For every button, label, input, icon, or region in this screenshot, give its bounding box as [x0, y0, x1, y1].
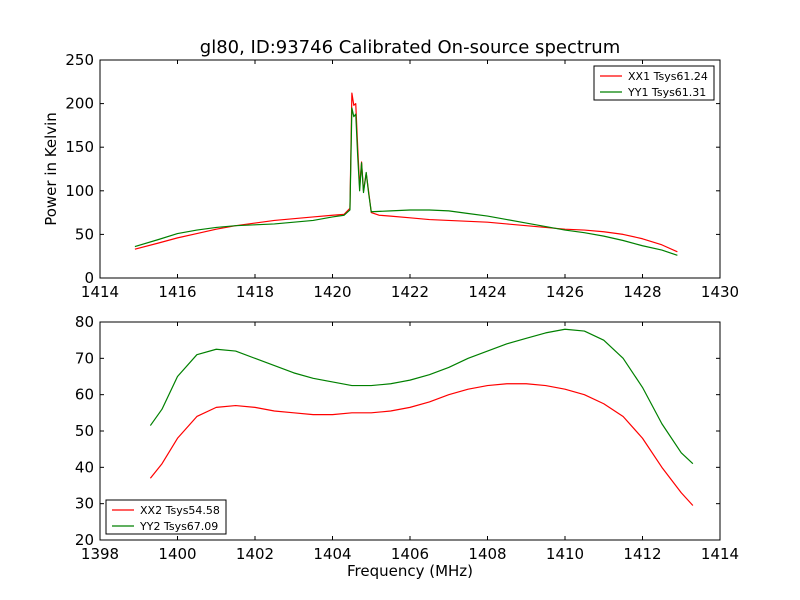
top-panel: 1414 1416 1418 1420 1422 1424 1426 1428 1430 0 50 1… — [42, 51, 739, 301]
series-line-2 — [134, 107, 678, 256]
x-tick-label: 1404 — [313, 545, 351, 563]
y-tick-label: 150 — [65, 138, 94, 156]
x-tick-label: 1428 — [623, 283, 661, 301]
x-tick-label: 1398 — [81, 545, 119, 563]
legend: XX1 Tsys61.24 YY1 Tsys61.31 — [593, 65, 715, 101]
y-tick-label: 70 — [75, 349, 94, 367]
x-tick-label: 1402 — [236, 545, 274, 563]
x-tick-label: 1412 — [623, 545, 661, 563]
legend-box — [105, 499, 227, 535]
x-tick-label: 1408 — [468, 545, 506, 563]
y-tick-label: 60 — [75, 386, 94, 404]
series-line-1 — [149, 383, 694, 506]
series-line-2 — [149, 328, 694, 465]
legend-label: XX2 Tsys54.58 — [140, 504, 220, 517]
x-tick-label: 1424 — [468, 283, 506, 301]
x-tick-label: 1422 — [391, 283, 429, 301]
legend-box — [593, 65, 715, 101]
x-axis-label: Frequency (MHz) — [347, 562, 473, 580]
legend-label: YY2 Tsys67.09 — [139, 520, 218, 533]
y-tick-label: 80 — [75, 313, 94, 331]
x-tick-label: 1410 — [546, 545, 584, 563]
y-tick-label: 50 — [75, 422, 94, 440]
x-tick-label: 1414 — [701, 545, 739, 563]
x-tick-label: 1406 — [391, 545, 429, 563]
y-tick-label: 200 — [65, 95, 94, 113]
y-tick-label: 30 — [75, 495, 94, 513]
y-tick-label: 100 — [65, 182, 94, 200]
y-tick-label: 0 — [84, 269, 94, 287]
bottom-panel: 1398 1400 1402 1404 1406 1408 1410 1412 1414 20 30… — [75, 313, 739, 580]
legend-label: YY1 Tsys61.31 — [627, 86, 706, 99]
x-tick-label: 1414 — [81, 283, 119, 301]
y-tick-label: 50 — [75, 225, 94, 243]
y-tick-label: 40 — [75, 458, 94, 476]
legend-label: XX1 Tsys61.24 — [628, 70, 708, 83]
x-tick-label: 1418 — [236, 283, 274, 301]
x-tick-label: 1430 — [701, 283, 739, 301]
legend: XX2 Tsys54.58 YY2 Tsys67.09 — [105, 499, 227, 535]
y-tick-label: 250 — [65, 51, 94, 69]
chart-title: gl80, ID:93746 Calibrated On-source spec… — [200, 37, 620, 58]
x-tick-label: 1420 — [313, 283, 351, 301]
x-tick-label: 1416 — [158, 283, 196, 301]
x-tick-label: 1400 — [158, 545, 196, 563]
x-tick-label: 1426 — [546, 283, 584, 301]
y-axis-label: Power in Kelvin — [42, 112, 60, 226]
y-tick-label: 20 — [75, 531, 94, 549]
